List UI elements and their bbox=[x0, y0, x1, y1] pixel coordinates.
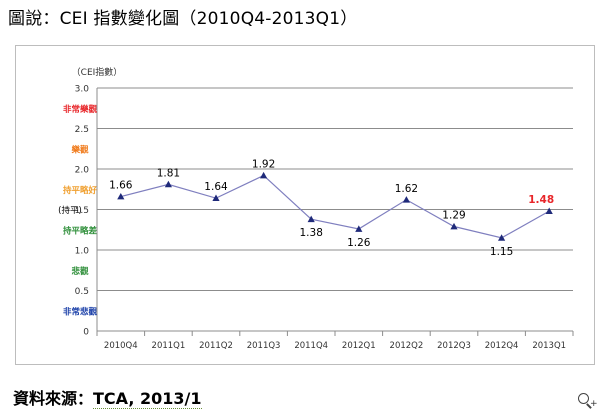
data-point-marker bbox=[402, 196, 410, 203]
y-tick-label: 0.5 bbox=[75, 287, 89, 297]
grid-lines bbox=[97, 87, 573, 291]
data-label: 1.66 bbox=[109, 180, 133, 192]
x-tick-labels: 2010Q4 2011Q1 2011Q2 2011Q3 2011Q4 2012Q1 2012… bbox=[104, 341, 566, 351]
data-point-marker bbox=[117, 192, 125, 200]
y-tick-labels: 0 0.5 1.0 1.5 2.0 2.5 3.0 bbox=[75, 85, 90, 338]
x-tick-label: 2011Q4 bbox=[294, 341, 328, 351]
data-label: 1.92 bbox=[252, 158, 275, 170]
zone-label: 持平略差 bbox=[63, 225, 98, 236]
source-prefix: 資料來源： bbox=[13, 389, 94, 408]
source-note: 資料來源：TCA, 2013/1 bbox=[13, 385, 202, 409]
zoom-in-icon[interactable]: + bbox=[577, 393, 598, 411]
zone-label: 悲觀 bbox=[71, 266, 89, 277]
data-point-marker bbox=[307, 215, 315, 223]
x-tick-label: 2010Q4 bbox=[104, 341, 138, 351]
x-tick-label: 2012Q3 bbox=[437, 341, 471, 351]
chart-frame bbox=[15, 45, 595, 365]
zone-label: 非常樂觀 bbox=[63, 104, 98, 115]
data-label: 1.64 bbox=[204, 181, 228, 193]
y-tick-label: 1.0 bbox=[75, 247, 90, 257]
series-line-path bbox=[120, 174, 550, 239]
y-tick-label: 2.5 bbox=[75, 125, 89, 135]
x-tick-label: 2013Q1 bbox=[532, 341, 566, 351]
x-tick-label: 2012Q2 bbox=[390, 341, 424, 351]
data-labels: 1.66 1.81 1.64 1.92 1.38 1.26 1.62 1.29 1.15 1.48 bbox=[109, 158, 554, 257]
x-tick-label: 2011Q3 bbox=[247, 341, 281, 351]
x-tick-label: 2012Q4 bbox=[485, 341, 519, 351]
y-axis-label: （CEI指數） bbox=[72, 66, 123, 78]
data-point-marker bbox=[355, 225, 363, 232]
y-tick-label: 1.5 bbox=[75, 206, 89, 216]
data-point-marker bbox=[498, 234, 506, 241]
zone-label: 持平略好 bbox=[63, 185, 98, 196]
data-point-marker bbox=[450, 222, 458, 230]
data-label: 1.48 bbox=[528, 194, 554, 206]
data-label: 1.62 bbox=[395, 183, 418, 195]
chart-caption: 圖說：CEI 指數變化圖（2010Q4-2013Q1） bbox=[8, 9, 358, 29]
y-tick-label: 0 bbox=[83, 328, 89, 338]
source-text: TCA, 2013/1 bbox=[93, 389, 202, 409]
zone-label: 樂觀 bbox=[71, 144, 89, 155]
x-tick-label: 2011Q2 bbox=[199, 341, 233, 351]
zone-label: (持平) bbox=[58, 205, 82, 216]
data-markers bbox=[117, 171, 553, 241]
data-label: 1.38 bbox=[300, 227, 323, 239]
data-label: 1.15 bbox=[490, 246, 513, 258]
data-point-marker bbox=[545, 207, 553, 214]
data-point-marker bbox=[212, 194, 220, 202]
y-tick-label: 3.0 bbox=[75, 85, 90, 95]
axes bbox=[96, 88, 574, 336]
zone-label: 非常悲觀 bbox=[63, 306, 98, 317]
data-label: 1.26 bbox=[347, 237, 371, 249]
data-label: 1.81 bbox=[157, 167, 180, 179]
data-point-marker bbox=[260, 171, 268, 179]
series-line bbox=[120, 174, 550, 239]
x-tick-label: 2011Q1 bbox=[152, 341, 186, 351]
x-tick-label: 2012Q1 bbox=[342, 341, 376, 351]
y-tick-label: 2.0 bbox=[75, 166, 90, 176]
data-point-marker bbox=[164, 180, 172, 188]
data-label: 1.29 bbox=[442, 210, 465, 222]
